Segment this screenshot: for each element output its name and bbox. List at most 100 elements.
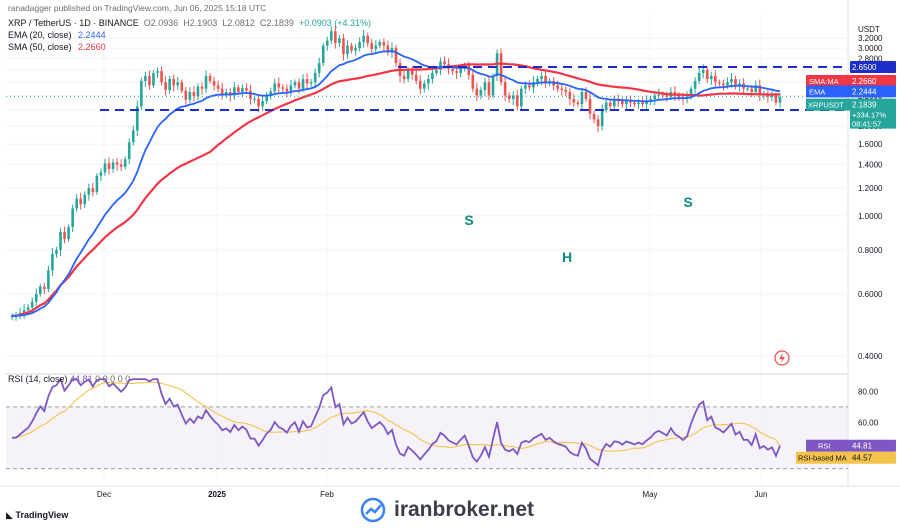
candle-body — [237, 87, 240, 93]
ema-legend[interactable]: EMA (20, close) 2.2444 — [8, 30, 110, 40]
candle-body — [309, 82, 313, 84]
candle-body — [414, 74, 418, 81]
candle-body — [528, 85, 531, 88]
candle-body — [249, 90, 252, 99]
candle-body — [342, 38, 345, 55]
candle-body — [51, 253, 54, 271]
price-tick-label: 0.8000 — [858, 246, 883, 255]
rsi-ma-axis-label: RSI-based MA — [798, 454, 847, 463]
candle-body — [115, 162, 119, 165]
symbol-header: XRP / TetherUS · 1D · BINANCE O2.0936 H2… — [8, 18, 371, 28]
rsi-value-tag-bg — [850, 439, 896, 452]
ohlc-change: +0.0903 (+4.31%) — [298, 18, 371, 28]
price-tick-label: 3.2000 — [858, 34, 883, 43]
symbol-price: 2.1839 — [852, 101, 877, 110]
time-tick-label: Feb — [320, 490, 334, 499]
candle-body — [38, 286, 42, 294]
candle-body — [233, 87, 236, 96]
candle-body — [55, 250, 58, 254]
candle-body — [285, 88, 289, 92]
symbol-countdown: 08:41:57 — [852, 120, 881, 129]
rsi-tick-label: 80.00 — [858, 387, 879, 396]
candle-body — [697, 72, 701, 81]
candle-body — [471, 74, 475, 89]
rsi-legend-extra: 0 0 0 0 0 — [95, 374, 131, 384]
candle-body — [633, 102, 636, 105]
candle-body — [261, 101, 264, 107]
candle-body — [479, 90, 483, 96]
sma-legend[interactable]: SMA (50, close) 2.2660 — [8, 42, 110, 52]
candle-body — [499, 53, 503, 83]
ema-axis-tag-value: 2.2444 — [850, 85, 896, 98]
candle-body — [778, 96, 782, 103]
price-tick-label: 1.2000 — [858, 184, 883, 193]
candle-body — [127, 142, 131, 160]
candle-body — [689, 88, 693, 97]
candle-body — [641, 102, 644, 105]
head-label: H — [562, 249, 572, 265]
ema-axis-tag-label: EMA — [809, 87, 825, 96]
candle-body — [350, 45, 353, 51]
candle-body — [467, 65, 471, 75]
rsi-ma-line — [12, 381, 781, 452]
candle-body — [661, 94, 665, 96]
candle-body — [435, 69, 438, 73]
ema-legend-value: 2.2444 — [78, 30, 106, 40]
candle-body — [738, 83, 741, 86]
candle-body — [87, 188, 91, 195]
rsi-tick-label: 60.00 — [858, 418, 879, 427]
candle-body — [774, 95, 778, 103]
sma-axis-tag-label-bg — [806, 74, 850, 87]
candle-body — [378, 42, 382, 46]
candle-body — [604, 102, 608, 111]
candle-body — [297, 82, 301, 89]
candle-body — [265, 94, 268, 102]
candle-body — [338, 38, 341, 44]
candle-body — [305, 79, 309, 84]
candle-body — [140, 80, 143, 107]
candle-body — [253, 98, 256, 100]
candle-body — [705, 69, 709, 80]
candle-body — [722, 83, 725, 86]
right-shoulder-label: S — [683, 194, 692, 210]
candle-body — [540, 75, 543, 80]
candle-body — [475, 88, 479, 96]
candle-body — [693, 80, 697, 89]
candle-body — [366, 35, 370, 44]
candle-body — [95, 175, 99, 192]
candle-body — [47, 270, 50, 289]
ema-20-line — [12, 50, 781, 317]
tradingview-logo[interactable]: ◣ TradingView — [6, 510, 68, 521]
candle-body — [491, 75, 495, 96]
tradingview-icon: ◣ — [6, 510, 13, 520]
candle-body — [325, 40, 329, 46]
rsi-legend-label: RSI (14, close) — [8, 374, 68, 384]
rsi-legend[interactable]: RSI (14, close) 44.81 0 0 0 0 0 — [8, 374, 130, 384]
candle-body — [483, 82, 487, 91]
price-tick-label: 1.4000 — [858, 161, 883, 170]
rsi-axis-label-bg — [806, 439, 850, 452]
candle-body — [180, 82, 184, 91]
sma-axis-tag-value: 2.2660 — [850, 74, 896, 87]
candle-body — [358, 42, 361, 49]
candle-body — [131, 130, 135, 143]
candle-body — [370, 43, 374, 50]
candle-body — [612, 100, 616, 107]
candle-body — [362, 35, 365, 43]
candle-body — [511, 95, 515, 99]
candle-body — [43, 286, 46, 289]
candle-body — [184, 90, 188, 100]
candle-body — [91, 188, 95, 192]
candle-body — [657, 94, 661, 96]
candle-body — [176, 82, 180, 86]
candle-body — [592, 113, 596, 120]
candle-body — [621, 101, 624, 105]
price-tick-label: 0.6000 — [858, 290, 883, 299]
ema-legend-label: EMA (20, close) — [8, 30, 72, 40]
candle-body — [188, 92, 192, 100]
candle-body — [241, 88, 244, 93]
candle-body — [431, 72, 434, 80]
candle-body — [402, 75, 406, 80]
alert-bolt-icon[interactable] — [774, 350, 790, 366]
